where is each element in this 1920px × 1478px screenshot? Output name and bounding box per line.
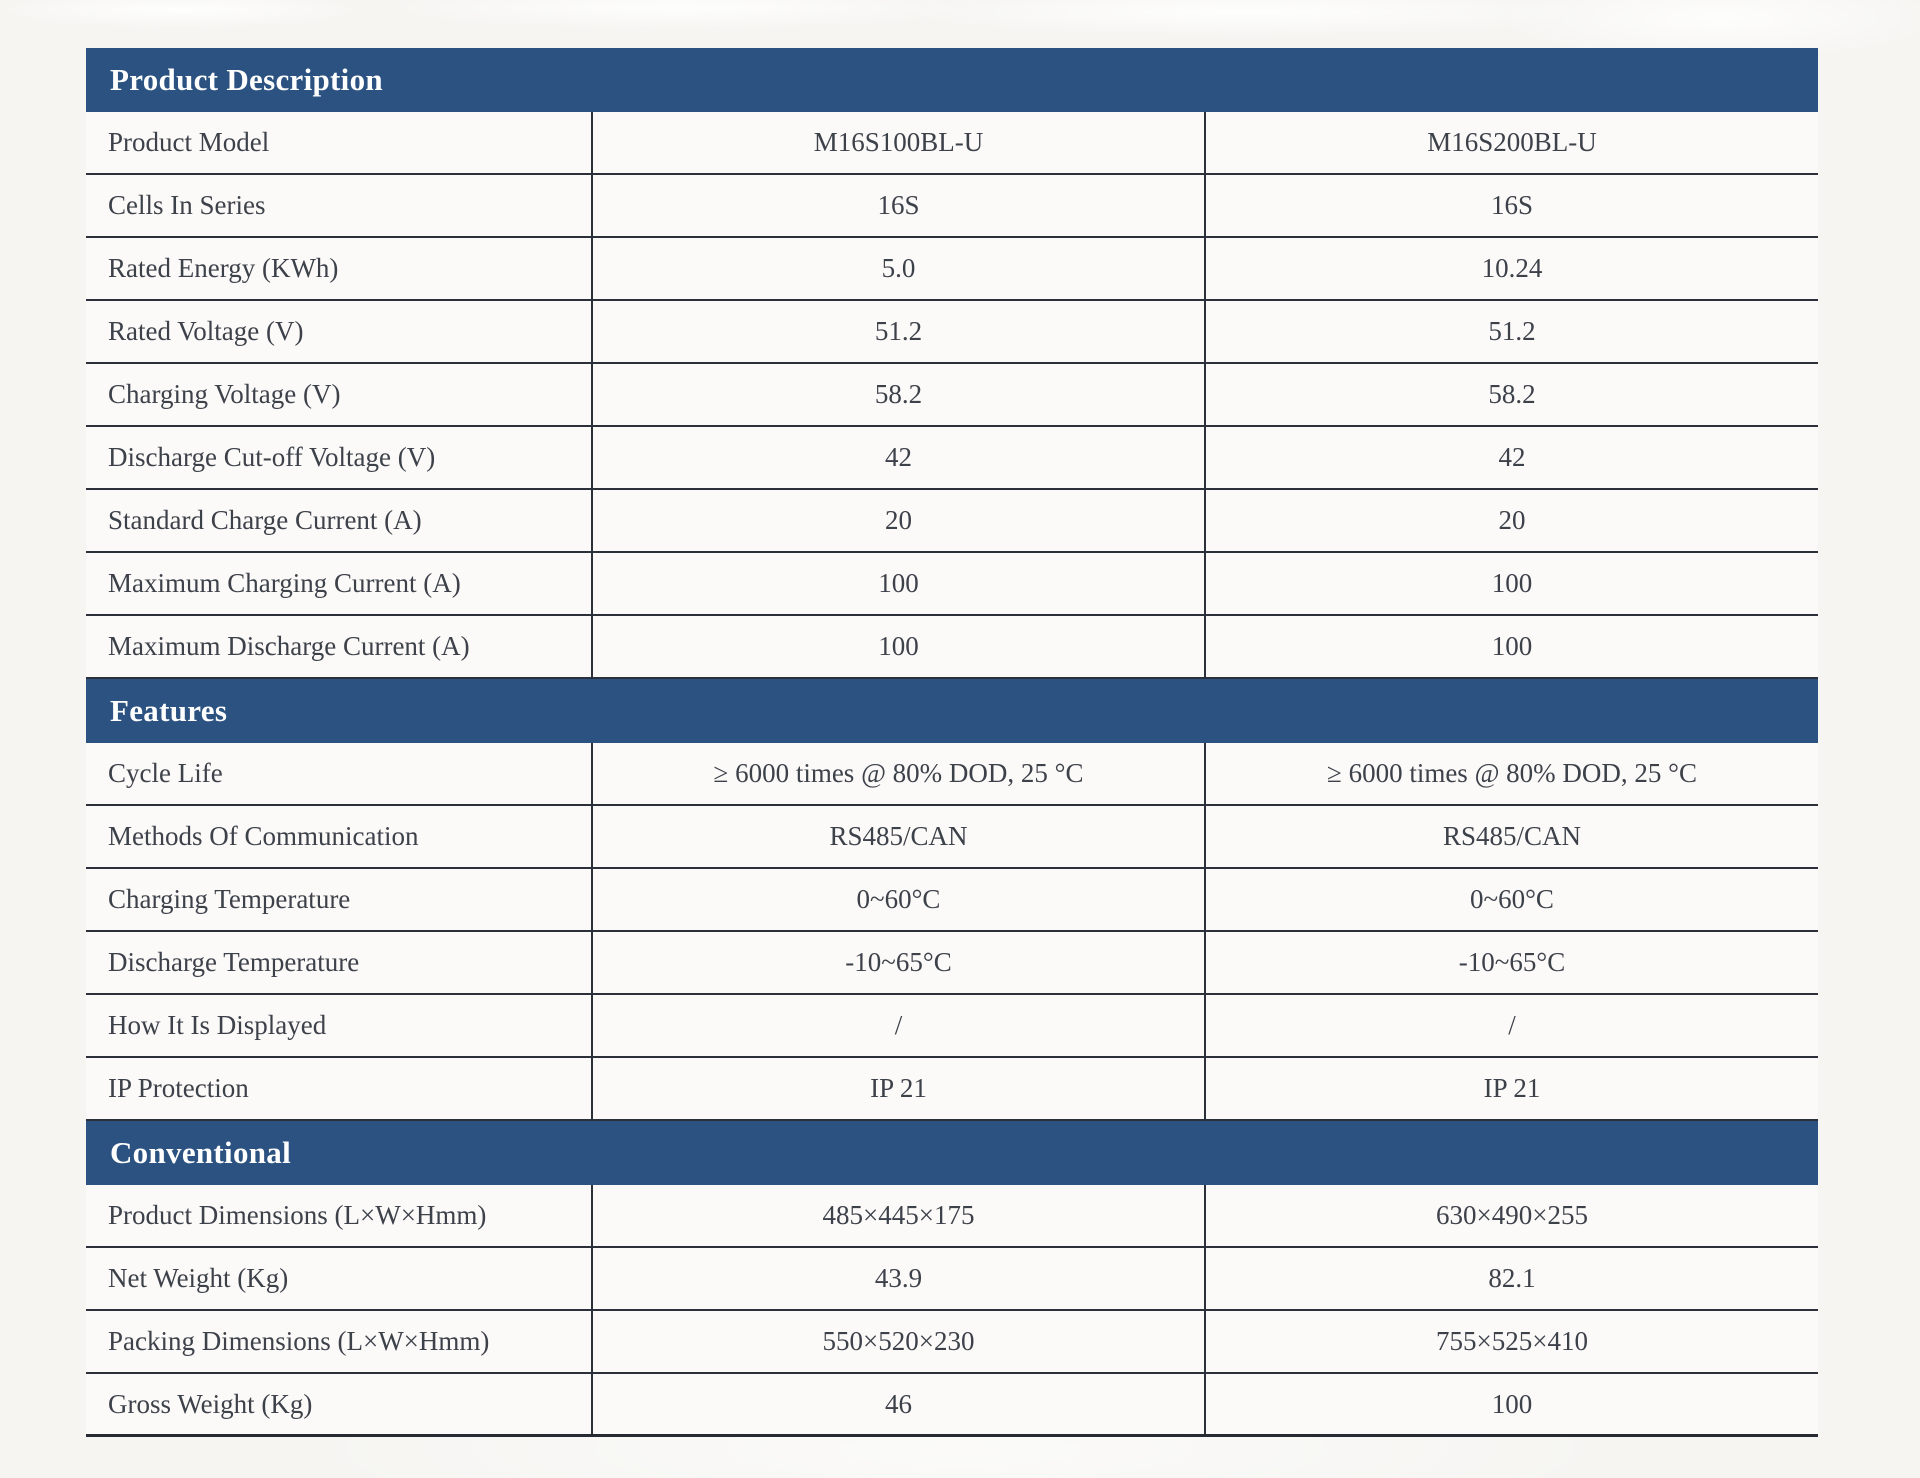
table-row: Cells In Series 16S 16S (86, 175, 1818, 238)
table-row: Maximum Discharge Current (A) 100 100 (86, 616, 1818, 679)
table-row: Standard Charge Current (A) 20 20 (86, 490, 1818, 553)
row-label: Charging Voltage (V) (108, 379, 341, 409)
value-cell-model-2: ≥ 6000 times @ 80% DOD, 25 °C (1204, 743, 1818, 804)
row-label: Cycle Life (108, 758, 223, 788)
value-cell-model-1: IP 21 (591, 1058, 1204, 1119)
value-cell-model-1: 100 (591, 616, 1204, 677)
row-label: Methods Of Communication (108, 821, 419, 851)
row-label: Discharge Cut-off Voltage (V) (108, 442, 436, 472)
row-label: Rated Voltage (V) (108, 316, 304, 346)
row-label: Gross Weight (Kg) (108, 1388, 313, 1419)
table-row: Cycle Life ≥ 6000 times @ 80% DOD, 25 °C… (86, 743, 1818, 806)
value-cell-model-1: 550×520×230 (591, 1311, 1204, 1372)
section-header-conventional: Conventional (86, 1121, 1818, 1185)
value-cell-model-1: 51.2 (591, 301, 1204, 362)
value-cell-model-1: 5.0 (591, 238, 1204, 299)
table-row: Discharge Cut-off Voltage (V) 42 42 (86, 427, 1818, 490)
value-cell-model-1: 58.2 (591, 364, 1204, 425)
table-row: Methods Of Communication RS485/CAN RS485… (86, 806, 1818, 869)
value-cell-model-2: / (1204, 995, 1818, 1056)
value-cell-model-2: 100 (1204, 553, 1818, 614)
row-label: IP Protection (108, 1073, 249, 1103)
value-cell-model-2: 755×525×410 (1204, 1311, 1818, 1372)
row-label: Charging Temperature (108, 884, 351, 914)
section-header-features: Features (86, 679, 1818, 743)
value-cell-model-1: / (591, 995, 1204, 1056)
value-cell-model-2: 100 (1204, 1374, 1818, 1434)
section-header-product-description: Product Description (86, 48, 1818, 112)
table-row: Product Model M16S100BL-U M16S200BL-U (86, 112, 1818, 175)
table-row: Rated Energy (KWh) 5.0 10.24 (86, 238, 1818, 301)
value-cell-model-2: 20 (1204, 490, 1818, 551)
table-row: Discharge Temperature -10~65°C -10~65°C (86, 932, 1818, 995)
value-cell-model-2: IP 21 (1204, 1058, 1818, 1119)
table-row: Net Weight (Kg) 43.9 82.1 (86, 1248, 1818, 1311)
row-label: Packing Dimensions (L×W×Hmm) (108, 1326, 490, 1356)
table-row: Gross Weight (Kg) 46 100 (86, 1374, 1818, 1437)
value-cell-model-1: 0~60°C (591, 869, 1204, 930)
row-label: Discharge Temperature (108, 947, 360, 977)
row-label: How It Is Displayed (108, 1010, 327, 1040)
row-label: Product Model (108, 127, 270, 157)
value-cell-model-2: 42 (1204, 427, 1818, 488)
value-cell-model-1: M16S100BL-U (591, 112, 1204, 173)
row-label: Cells In Series (108, 190, 266, 220)
value-cell-model-2: M16S200BL-U (1204, 112, 1818, 173)
value-cell-model-2: RS485/CAN (1204, 806, 1818, 867)
table-row: Product Dimensions (L×W×Hmm) 485×445×175… (86, 1185, 1818, 1248)
row-label: Standard Charge Current (A) (108, 505, 422, 535)
value-cell-model-2: -10~65°C (1204, 932, 1818, 993)
row-label: Maximum Discharge Current (A) (108, 631, 470, 661)
value-cell-model-2: 82.1 (1204, 1248, 1818, 1309)
table-row: Maximum Charging Current (A) 100 100 (86, 553, 1818, 616)
row-label: Net Weight (Kg) (108, 1263, 289, 1293)
row-label: Maximum Charging Current (A) (108, 568, 461, 598)
value-cell-model-2: 100 (1204, 616, 1818, 677)
value-cell-model-1: 100 (591, 553, 1204, 614)
table-row: Charging Voltage (V) 58.2 58.2 (86, 364, 1818, 427)
value-cell-model-1: ≥ 6000 times @ 80% DOD, 25 °C (591, 743, 1204, 804)
value-cell-model-2: 630×490×255 (1204, 1185, 1818, 1246)
table-row: Charging Temperature 0~60°C 0~60°C (86, 869, 1818, 932)
table-row: Rated Voltage (V) 51.2 51.2 (86, 301, 1818, 364)
value-cell-model-1: 43.9 (591, 1248, 1204, 1309)
value-cell-model-1: RS485/CAN (591, 806, 1204, 867)
value-cell-model-2: 58.2 (1204, 364, 1818, 425)
value-cell-model-1: 20 (591, 490, 1204, 551)
value-cell-model-1: 485×445×175 (591, 1185, 1204, 1246)
value-cell-model-2: 51.2 (1204, 301, 1818, 362)
value-cell-model-2: 16S (1204, 175, 1818, 236)
table-row: IP Protection IP 21 IP 21 (86, 1058, 1818, 1121)
value-cell-model-1: 16S (591, 175, 1204, 236)
table-row: How It Is Displayed / / (86, 995, 1818, 1058)
product-spec-table: Product Description Product Model M16S10… (86, 48, 1818, 1437)
value-cell-model-2: 0~60°C (1204, 869, 1818, 930)
value-cell-model-1: 42 (591, 427, 1204, 488)
row-label: Rated Energy (KWh) (108, 253, 339, 283)
value-cell-model-2: 10.24 (1204, 238, 1818, 299)
table-row: Packing Dimensions (L×W×Hmm) 550×520×230… (86, 1311, 1818, 1374)
value-cell-model-1: 46 (591, 1374, 1204, 1434)
value-cell-model-1: -10~65°C (591, 932, 1204, 993)
row-label: Product Dimensions (L×W×Hmm) (108, 1200, 487, 1230)
